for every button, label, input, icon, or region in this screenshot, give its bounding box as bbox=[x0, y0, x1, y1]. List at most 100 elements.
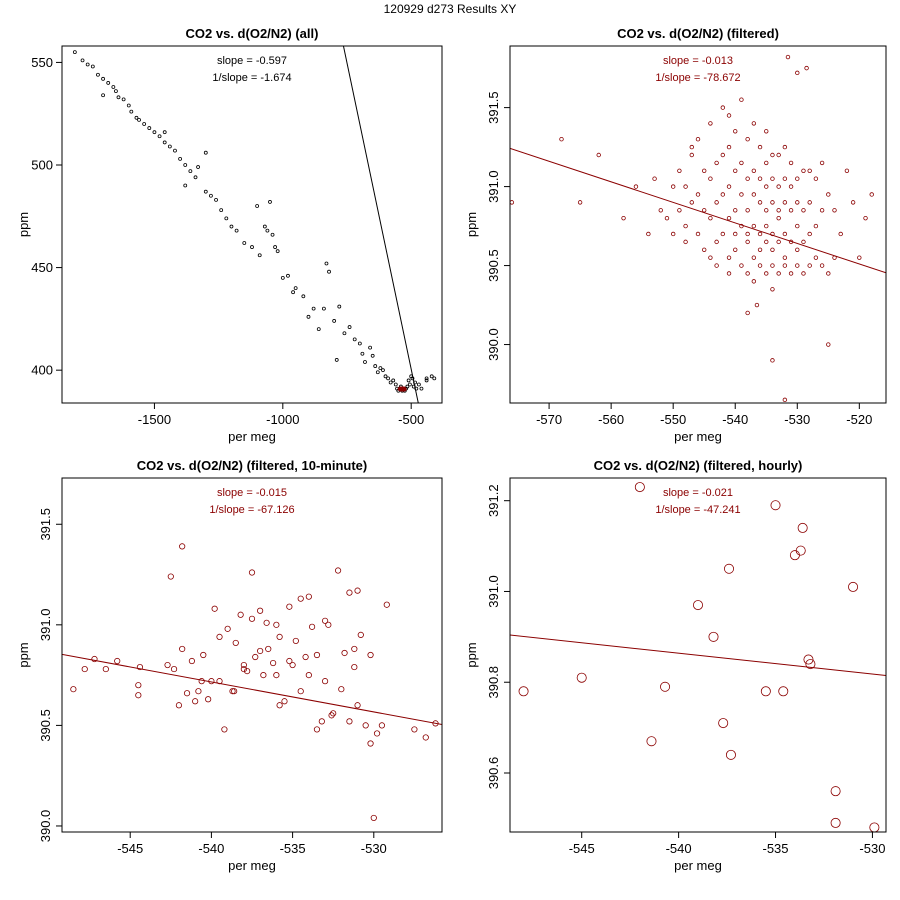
data-point bbox=[286, 273, 290, 278]
x-tick-label: -550 bbox=[660, 412, 686, 427]
data-point bbox=[408, 382, 412, 387]
data-point bbox=[306, 314, 311, 319]
data-point bbox=[96, 72, 100, 77]
x-tick-label: -540 bbox=[198, 841, 224, 856]
panel-3: CO2 vs. d(O2/N2) (filtered, 10-minute) -5… bbox=[16, 458, 443, 873]
data-point bbox=[193, 175, 198, 180]
data-point bbox=[757, 200, 763, 205]
chart-title: CO2 vs. d(O2/N2) (filtered, hourly) bbox=[594, 458, 803, 473]
data-point bbox=[776, 271, 781, 276]
data-point bbox=[424, 378, 429, 383]
data-point bbox=[142, 122, 147, 126]
data-point bbox=[316, 327, 321, 332]
plot-frame bbox=[61, 45, 443, 404]
y-axis-label: ppm bbox=[464, 642, 479, 667]
data-point bbox=[257, 253, 262, 258]
data-point bbox=[179, 543, 186, 550]
data-point bbox=[782, 200, 788, 205]
y-axis-label: ppm bbox=[16, 642, 31, 667]
data-point bbox=[782, 176, 788, 181]
data-point bbox=[370, 814, 377, 822]
data-point bbox=[634, 482, 645, 493]
data-point bbox=[708, 631, 719, 642]
data-point bbox=[754, 302, 760, 308]
data-point bbox=[509, 200, 515, 205]
data-point bbox=[332, 319, 337, 323]
panel-2: CO2 vs. d(O2/N2) (filtered) -570 -560 -550 -… bbox=[464, 26, 887, 444]
data-point bbox=[720, 152, 726, 158]
data-point bbox=[621, 215, 626, 221]
data-point bbox=[352, 337, 357, 342]
slope-annotation: slope = -0.021 bbox=[663, 487, 733, 499]
y-tick-label: 390.5 bbox=[486, 249, 501, 282]
data-point bbox=[670, 184, 676, 189]
data-points bbox=[70, 543, 439, 822]
data-point bbox=[129, 109, 134, 114]
data-point bbox=[229, 224, 234, 229]
data-point bbox=[406, 378, 411, 383]
data-point bbox=[135, 682, 142, 689]
slope-annotation: slope = -0.015 bbox=[217, 487, 287, 499]
data-point bbox=[330, 710, 337, 717]
data-points bbox=[518, 482, 880, 833]
data-points bbox=[72, 50, 437, 393]
data-point bbox=[405, 384, 410, 389]
data-point bbox=[341, 649, 348, 657]
data-point bbox=[240, 661, 247, 669]
data-point bbox=[652, 176, 657, 181]
data-point bbox=[807, 231, 812, 237]
regression-line bbox=[62, 653, 442, 726]
regression-line bbox=[510, 147, 886, 274]
data-point bbox=[733, 208, 738, 213]
x-tick-label: -535 bbox=[280, 841, 306, 856]
data-point bbox=[416, 382, 421, 387]
data-point bbox=[260, 672, 267, 679]
data-point bbox=[764, 223, 769, 229]
data-point bbox=[237, 611, 244, 618]
data-point bbox=[203, 150, 208, 155]
data-point bbox=[354, 587, 361, 594]
data-point bbox=[370, 353, 375, 358]
data-point bbox=[167, 573, 174, 580]
data-point bbox=[695, 136, 701, 142]
data-point bbox=[782, 263, 788, 268]
data-point bbox=[286, 603, 293, 610]
data-point bbox=[224, 625, 231, 632]
data-point bbox=[198, 678, 205, 685]
data-point bbox=[757, 231, 763, 237]
data-point bbox=[830, 786, 841, 797]
data-point bbox=[788, 160, 794, 166]
data-points bbox=[509, 54, 874, 403]
data-point bbox=[250, 245, 254, 249]
data-point bbox=[173, 148, 177, 153]
data-point bbox=[70, 686, 77, 693]
data-point bbox=[695, 231, 701, 237]
y-axis-label: ppm bbox=[16, 212, 31, 237]
data-point bbox=[302, 653, 309, 661]
panel-4: CO2 vs. d(O2/N2) (filtered, hourly) -545 -… bbox=[464, 458, 887, 873]
data-point bbox=[770, 287, 775, 292]
y-tick-label: 390.0 bbox=[38, 810, 53, 843]
data-point bbox=[708, 255, 713, 260]
data-point bbox=[101, 93, 105, 98]
data-point bbox=[137, 117, 141, 122]
data-point bbox=[183, 163, 188, 167]
data-point bbox=[381, 368, 385, 373]
data-point bbox=[702, 208, 707, 213]
x-tick-label: -545 bbox=[117, 841, 143, 856]
data-point bbox=[242, 241, 247, 245]
data-point bbox=[280, 275, 285, 280]
data-point bbox=[518, 686, 529, 697]
data-point bbox=[205, 696, 212, 703]
data-point bbox=[745, 136, 750, 142]
data-point bbox=[863, 215, 868, 221]
data-point bbox=[265, 645, 272, 653]
data-point bbox=[726, 184, 732, 189]
data-point bbox=[757, 247, 763, 252]
data-point bbox=[795, 70, 800, 76]
data-point bbox=[388, 380, 393, 385]
data-point bbox=[782, 144, 788, 150]
data-point bbox=[111, 85, 116, 89]
data-point bbox=[164, 661, 171, 669]
data-point bbox=[760, 686, 771, 697]
